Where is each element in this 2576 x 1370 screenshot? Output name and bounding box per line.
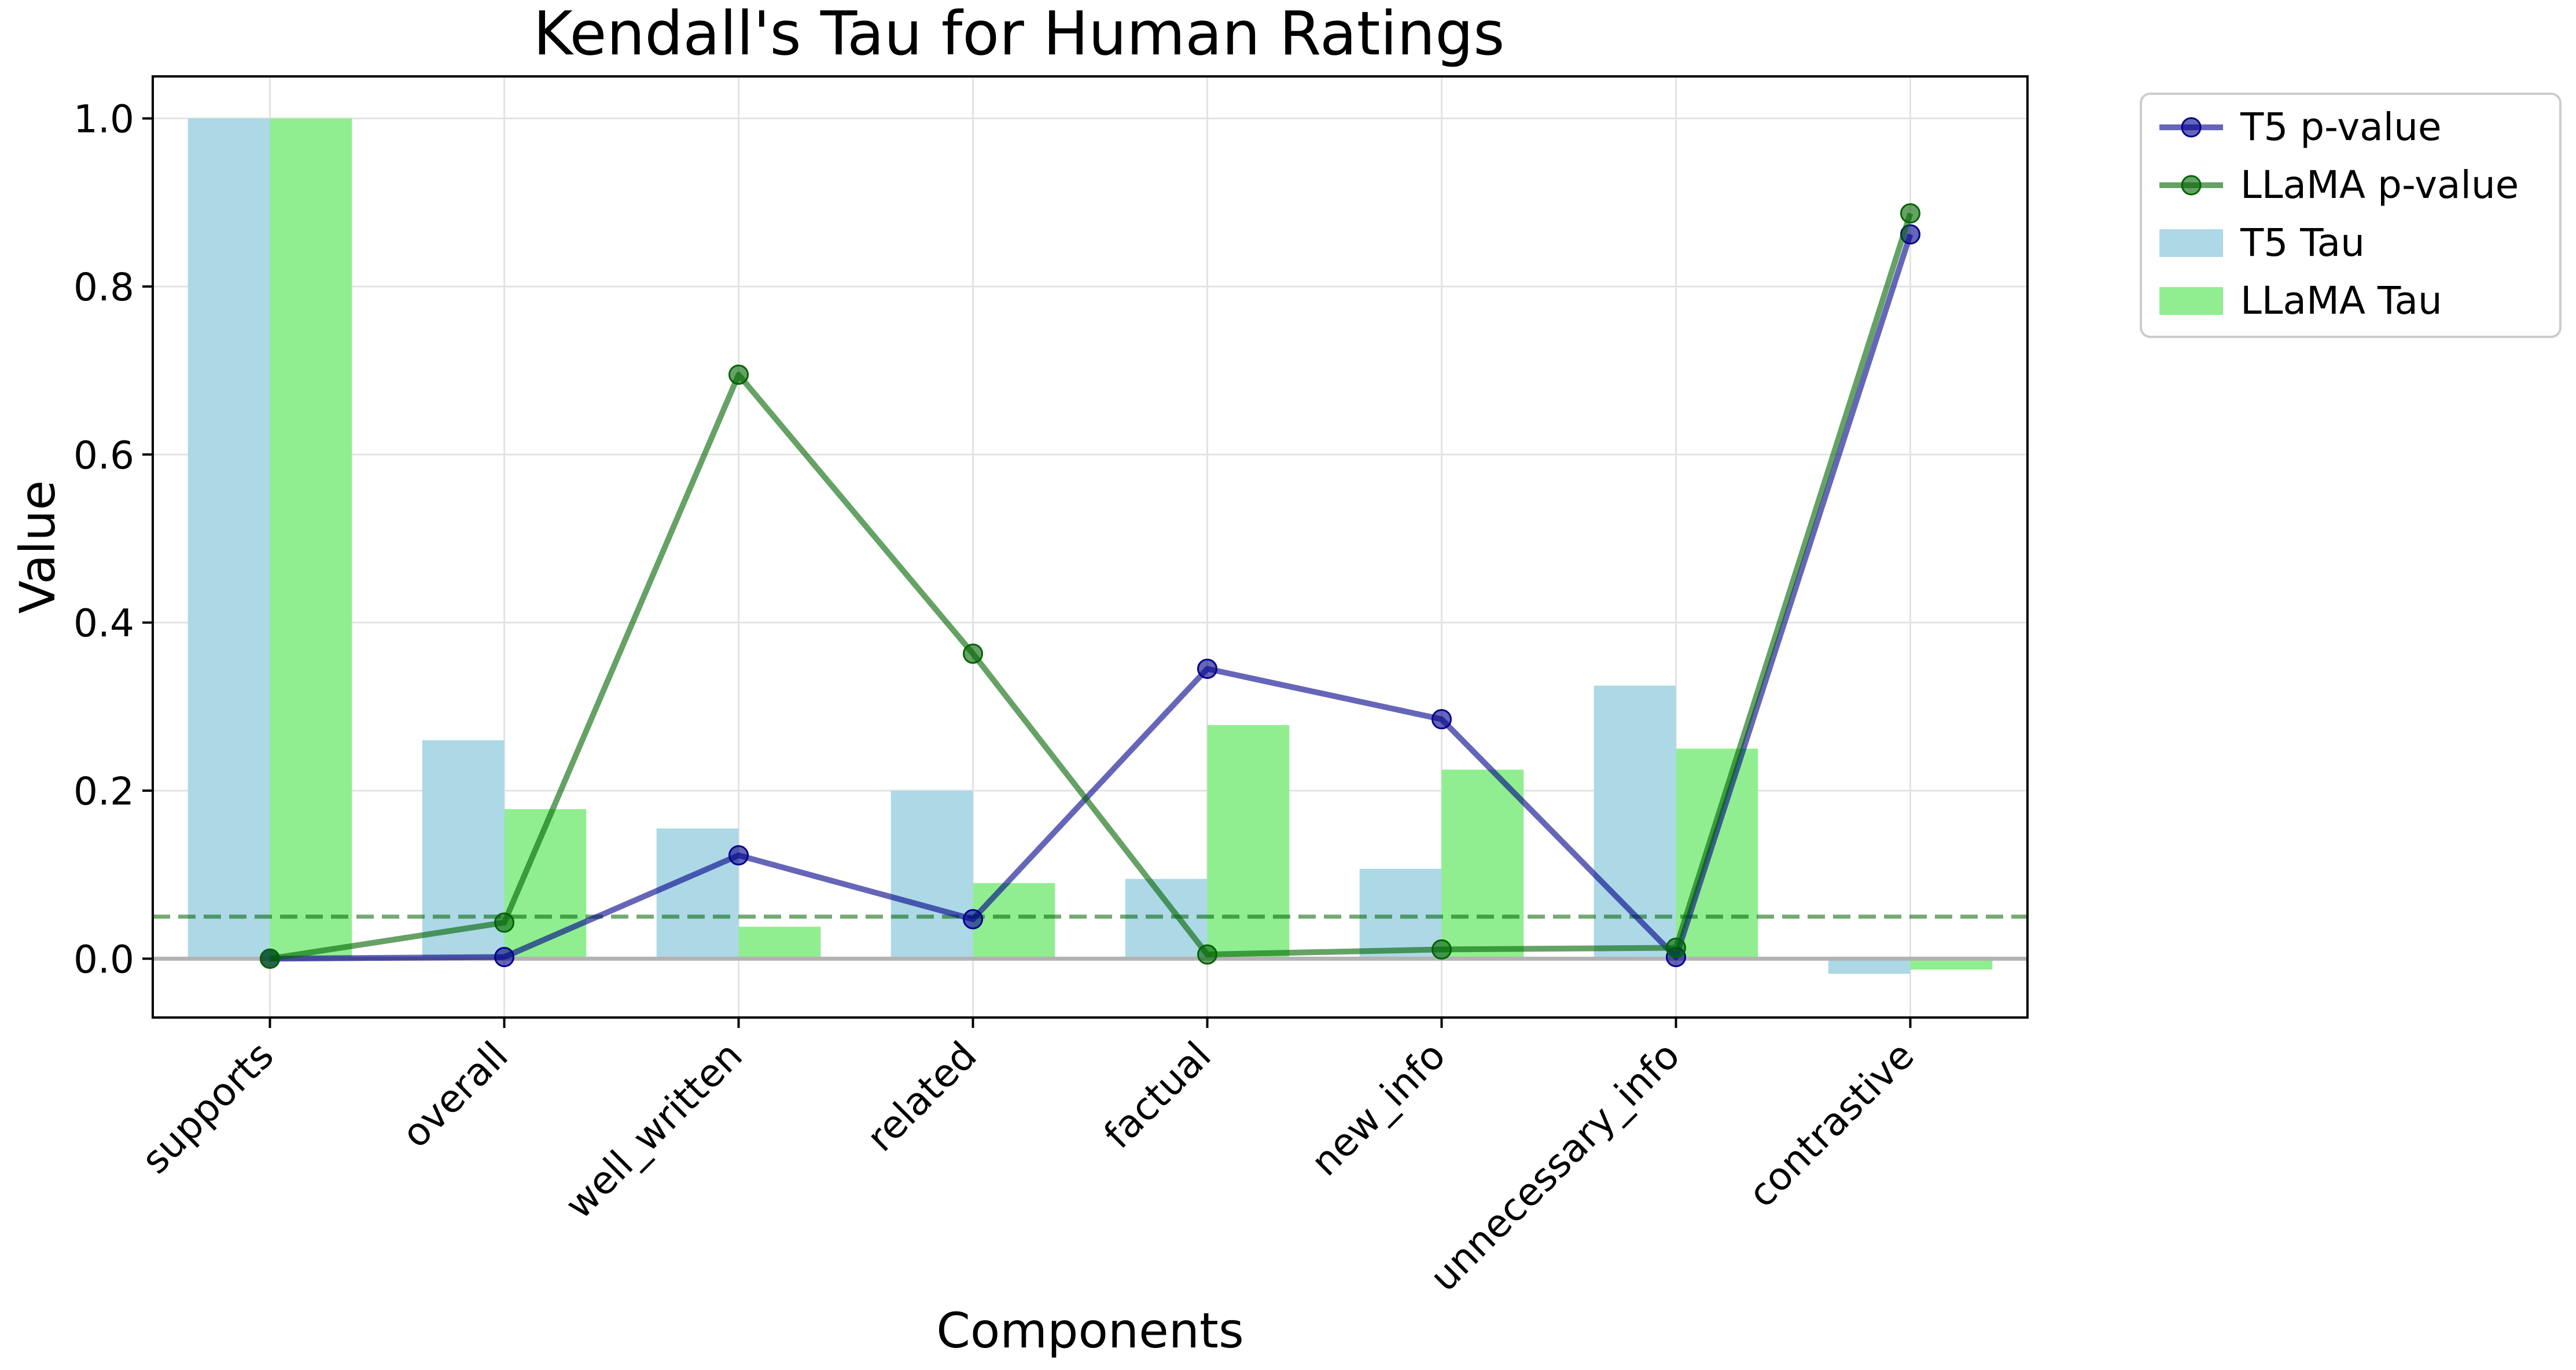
point-t5-p-value bbox=[1197, 659, 1217, 680]
x-tick-label: overall bbox=[393, 1033, 517, 1156]
plot-frame bbox=[152, 75, 2029, 1019]
point-llama-p-value bbox=[963, 643, 983, 664]
legend-swatch-bar bbox=[2159, 229, 2223, 257]
legend-label: LLaMA Tau bbox=[2240, 278, 2442, 323]
point-llama-p-value bbox=[1900, 203, 1920, 224]
legend-frame bbox=[2140, 93, 2562, 338]
y-tick-label: 0.0 bbox=[73, 937, 134, 982]
bar-t5-tau bbox=[187, 118, 270, 959]
bar-t5-tau bbox=[890, 791, 973, 959]
y-tick-label: 1.0 bbox=[73, 97, 134, 142]
point-llama-p-value bbox=[1666, 938, 1686, 958]
bar-llama-tau bbox=[738, 927, 821, 959]
series-line-t5-p-value bbox=[270, 233, 1913, 962]
point-llama-p-value bbox=[260, 948, 280, 969]
y-axis-ticks: 0.0 0.2 0.4 0.6 0.8 1.0 bbox=[73, 97, 153, 982]
bar-t5-tau bbox=[656, 828, 739, 959]
bars bbox=[187, 118, 1993, 974]
point-llama-p-value bbox=[1431, 939, 1452, 960]
point-llama-p-value bbox=[1197, 944, 1217, 965]
series-line-llama-p-value bbox=[269, 212, 1913, 962]
legend-swatch-bar bbox=[2159, 287, 2223, 315]
x-axis-label: Components bbox=[936, 1302, 1243, 1359]
legend-label: LLaMA p-value bbox=[2240, 163, 2519, 207]
legend-swatch-marker bbox=[2181, 117, 2202, 138]
y-tick-label: 0.8 bbox=[73, 265, 134, 310]
y-tick-label: 0.6 bbox=[73, 433, 134, 478]
y-axis-label: Value bbox=[9, 480, 66, 614]
x-tick-label: unnecessary_info bbox=[1422, 1033, 1688, 1300]
legend-label: T5 Tau bbox=[2240, 221, 2365, 265]
bar-t5-tau bbox=[1125, 879, 1208, 959]
x-tick-label: new_info bbox=[1302, 1033, 1454, 1185]
point-llama-p-value bbox=[494, 912, 514, 933]
point-t5-p-value bbox=[963, 909, 983, 930]
bar-llama-tau bbox=[1207, 725, 1290, 959]
p-value-lines bbox=[260, 203, 1920, 969]
grid bbox=[153, 76, 2027, 1018]
x-axis-ticks: supports overall well_written related factua… bbox=[133, 1018, 1923, 1300]
bar-llama-tau bbox=[270, 118, 352, 959]
bar-llama-tau bbox=[1441, 769, 1524, 959]
x-tick-label: contrastive bbox=[1740, 1033, 1923, 1216]
bar-t5-tau bbox=[1359, 869, 1442, 959]
bar-llama-tau bbox=[973, 883, 1055, 959]
x-tick-label: factual bbox=[1095, 1033, 1220, 1158]
y-tick-label: 0.4 bbox=[73, 601, 134, 646]
legend: T5 p-value LLaMA p-value T5 Tau LLaMA Tau bbox=[2140, 93, 2562, 338]
x-tick-label: related bbox=[858, 1033, 985, 1160]
chart-title: Kendall's Tau for Human Ratings bbox=[533, 0, 1505, 69]
bar-llama-tau bbox=[1910, 958, 1993, 970]
point-t5-p-value bbox=[494, 946, 514, 967]
legend-label: T5 p-value bbox=[2240, 105, 2442, 149]
x-tick-label: well_written bbox=[557, 1033, 751, 1228]
x-tick-label: supports bbox=[133, 1033, 282, 1182]
legend-swatch-marker bbox=[2181, 175, 2202, 196]
point-llama-p-value bbox=[728, 364, 749, 385]
bar-t5-tau bbox=[1828, 958, 1911, 974]
y-tick-label: 0.2 bbox=[73, 769, 134, 814]
point-t5-p-value bbox=[1431, 709, 1452, 730]
point-t5-p-value bbox=[728, 845, 749, 866]
